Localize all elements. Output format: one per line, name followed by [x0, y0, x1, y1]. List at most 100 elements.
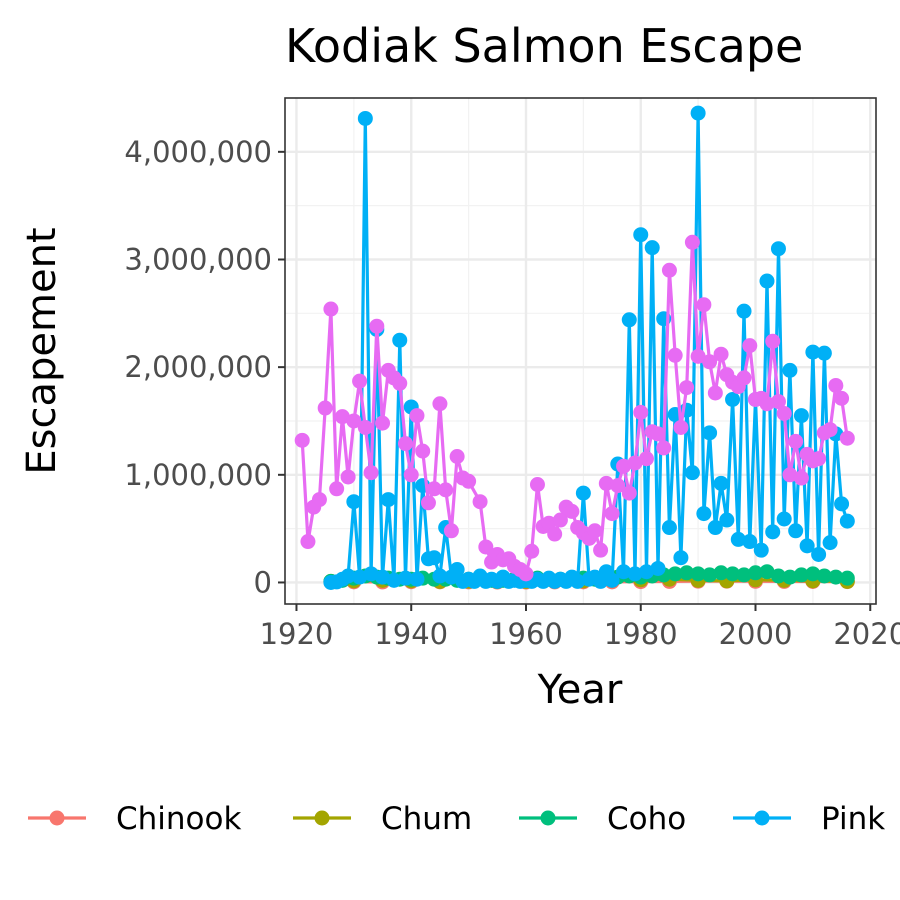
x-axis-title: Year — [537, 667, 623, 713]
data-point-sockeye — [432, 396, 448, 412]
legend-label: Coho — [607, 801, 686, 837]
legend: Chinook Chum Coho Pink — [28, 801, 885, 837]
data-point-sockeye — [598, 475, 614, 491]
data-point-pink — [449, 562, 465, 578]
data-point-sockeye — [420, 495, 436, 511]
y-axis: 0 1,000,000 2,000,000 3,000,000 4,000,000 — [124, 135, 285, 599]
data-point-coho — [725, 566, 741, 582]
data-point-sockeye — [392, 375, 408, 391]
data-point-pink — [702, 425, 718, 441]
data-point-pink — [627, 566, 643, 582]
data-point-sockeye — [593, 542, 609, 558]
data-point-coho — [679, 565, 695, 581]
data-point-coho — [702, 567, 718, 583]
data-point-sockeye — [587, 523, 603, 539]
data-point-sockeye — [604, 506, 620, 522]
data-point-pink — [742, 534, 758, 550]
chart-title: Kodiak Salmon Escape — [285, 19, 803, 73]
data-point-sockeye — [518, 566, 534, 582]
data-point-pink — [805, 344, 821, 360]
data-point-sockeye — [811, 451, 827, 467]
data-point-sockeye — [443, 523, 459, 539]
data-point-coho — [736, 567, 752, 583]
data-point-pink — [834, 496, 850, 512]
data-point-sockeye — [702, 354, 718, 370]
data-point-sockeye — [552, 512, 568, 528]
y-tick-label: 1,000,000 — [124, 458, 272, 492]
data-point-sockeye — [690, 348, 706, 364]
legend-key-point — [754, 810, 770, 826]
data-point-pink — [661, 520, 677, 536]
data-point-sockeye — [478, 539, 494, 555]
data-point-sockeye — [340, 469, 356, 485]
x-tick-label: 2000 — [719, 617, 793, 651]
data-point-sockeye — [707, 385, 723, 401]
data-point-pink — [432, 568, 448, 584]
y-tick-label: 3,000,000 — [124, 242, 272, 276]
data-point-pink — [397, 570, 413, 586]
legend-item-coho: Coho — [519, 801, 686, 837]
data-point-sockeye — [409, 408, 425, 424]
data-point-coho — [748, 565, 764, 581]
data-point-pink — [638, 564, 654, 580]
data-point-pink — [392, 332, 408, 348]
data-point-sockeye — [564, 503, 580, 519]
data-point-sockeye — [461, 473, 477, 489]
x-tick-label: 1960 — [489, 617, 563, 651]
data-point-sockeye — [839, 430, 855, 446]
data-point-sockeye — [311, 492, 327, 508]
data-point-sockeye — [352, 373, 368, 389]
data-point-sockeye — [547, 526, 563, 542]
data-point-sockeye — [472, 494, 488, 510]
data-point-sockeye — [616, 458, 632, 474]
data-point-sockeye — [426, 481, 442, 497]
series-layer — [294, 105, 855, 590]
panel-border — [284, 97, 877, 605]
data-point-pink — [816, 345, 832, 361]
data-point-sockeye — [679, 380, 695, 396]
data-point-sockeye — [300, 534, 316, 550]
y-tick-label: 0 — [254, 565, 272, 599]
data-point-pink — [357, 110, 373, 126]
data-point-sockeye — [656, 440, 672, 456]
x-tick-label: 2020 — [833, 617, 900, 651]
y-tick-label: 2,000,000 — [124, 350, 272, 384]
data-point-coho — [770, 568, 786, 584]
data-point-pink — [799, 538, 815, 554]
data-point-sockeye — [684, 234, 700, 250]
data-point-pink — [730, 531, 746, 547]
x-tick-label: 1940 — [374, 617, 448, 651]
data-point-sockeye — [375, 415, 391, 431]
data-point-pink — [839, 513, 855, 529]
legend-item-chinook: Chinook — [28, 801, 241, 837]
legend-label: Chum — [381, 801, 472, 837]
data-point-sockeye — [638, 451, 654, 467]
data-point-sockeye — [294, 432, 310, 448]
data-point-pink — [340, 568, 356, 584]
data-point-pink — [426, 550, 442, 566]
data-point-pink — [644, 240, 660, 256]
data-point-sockeye — [329, 481, 345, 497]
data-point-coho — [839, 570, 855, 586]
legend-key-point — [540, 810, 556, 826]
data-point-sockeye — [782, 467, 798, 483]
y-tick-label: 4,000,000 — [124, 135, 272, 169]
data-point-coho — [667, 566, 683, 582]
data-point-sockeye — [633, 404, 649, 420]
data-point-sockeye — [713, 346, 729, 362]
data-point-sockeye — [742, 338, 758, 354]
data-point-pink — [707, 520, 723, 536]
legend-item-pink: Pink — [733, 801, 885, 837]
data-point-sockeye — [524, 543, 540, 559]
legend-label: Chinook — [116, 801, 241, 837]
data-point-pink — [811, 546, 827, 562]
data-point-coho — [782, 569, 798, 585]
data-point-sockeye — [627, 455, 643, 471]
data-point-pink — [650, 560, 666, 576]
data-point-pink — [575, 485, 591, 501]
data-point-coho — [793, 567, 809, 583]
x-axis: 1920 1940 1960 1980 2000 2020 — [260, 604, 900, 651]
data-point-sockeye — [621, 485, 637, 501]
data-point-pink — [570, 573, 586, 589]
